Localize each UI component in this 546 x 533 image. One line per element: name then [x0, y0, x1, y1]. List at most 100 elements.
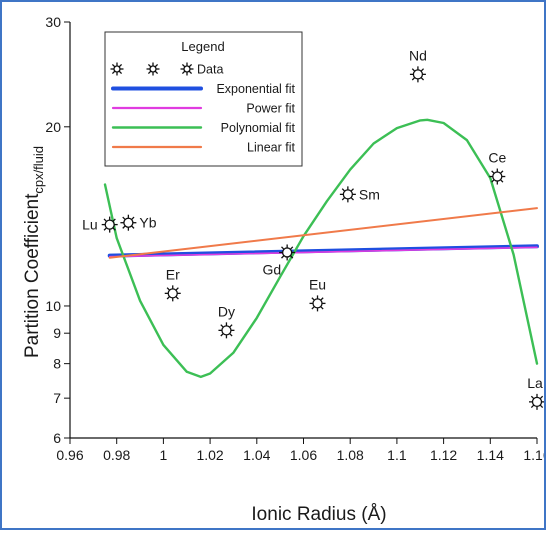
marker-ray [311, 306, 315, 310]
marker-ray [281, 255, 285, 259]
marker-circle [167, 288, 178, 299]
marker-ray [103, 227, 107, 231]
data-point-gd [279, 244, 296, 261]
marker-ray [311, 297, 315, 301]
legend-entry-power-fit: Power fit [246, 102, 295, 116]
x-tick-label: 1.08 [337, 447, 364, 463]
series-exponential-fit [107, 244, 539, 258]
marker-ray [188, 70, 193, 75]
y-tick-label: 30 [45, 14, 61, 30]
marker-ray [166, 296, 171, 300]
marker-ray [420, 77, 425, 81]
legend-entry-linear-fit: Linear fit [247, 141, 295, 155]
y-tick-label: 7 [53, 390, 61, 406]
marker-ray [175, 296, 179, 300]
data-point-eu [309, 295, 326, 312]
marker-ray [491, 170, 495, 174]
data-point-yb [120, 214, 137, 231]
marker-ray [229, 324, 233, 328]
marker-circle [113, 65, 121, 73]
marker-ray [491, 179, 495, 183]
y-tick-label: 20 [45, 119, 61, 135]
legend-entry-data: Data [197, 63, 223, 77]
data-label-sm: Sm [359, 186, 380, 202]
data-point-la [529, 393, 545, 410]
data-point-lu [101, 216, 118, 233]
marker-ray [350, 197, 354, 201]
marker-ray [220, 333, 224, 337]
marker-ray [320, 306, 324, 310]
marker-ray [420, 68, 425, 72]
marker-circle [342, 189, 354, 200]
legend-entry-exponential-fit: Exponential fit [216, 82, 295, 96]
series-power-fit [108, 246, 538, 258]
marker-ray [112, 218, 116, 222]
y-tick-label: 6 [53, 430, 61, 446]
marker-ray [122, 216, 126, 220]
marker-circle [282, 247, 293, 258]
marker-ray [289, 246, 294, 250]
marker-ray [220, 324, 224, 328]
marker-ray [166, 287, 171, 291]
marker-circle [104, 219, 115, 230]
marker-ray [122, 225, 126, 229]
data-label-ce: Ce [488, 150, 506, 166]
legend-entry-polynomial-fit: Polynomial fit [221, 121, 296, 135]
legend-box [104, 31, 303, 167]
x-tick-label: 0.96 [56, 447, 83, 463]
series-polynomial-fit [103, 118, 539, 379]
y-tick-label: 8 [53, 356, 61, 372]
marker-ray [175, 287, 179, 291]
data-label-er: Er [166, 266, 180, 282]
x-tick-label: 1.16 [523, 447, 544, 463]
marker-ray [118, 63, 123, 68]
x-tick-label: 1 [160, 447, 168, 463]
data-point-sm [339, 186, 356, 203]
marker-ray [131, 225, 135, 229]
marker-ray [341, 197, 346, 201]
marker-circle [492, 171, 503, 182]
legend-marker [180, 62, 194, 76]
y-axis-label: Partition Coefficientcpx/fluid [22, 146, 46, 358]
legend-marker [110, 62, 124, 76]
x-tick-label: 1.1 [387, 447, 407, 463]
marker-ray [539, 404, 544, 408]
data-label-yb: Yb [139, 215, 156, 231]
data-point-ce [489, 168, 506, 185]
data-point-nd [409, 66, 426, 83]
x-tick-label: 1.02 [196, 447, 223, 463]
marker-circle [183, 65, 191, 73]
legend-title: Legend [181, 39, 224, 54]
x-tick-label: 1.14 [477, 447, 504, 463]
data-point-dy [218, 322, 235, 339]
marker-ray [500, 170, 504, 174]
marker-ray [147, 63, 152, 68]
marker-circle [123, 217, 134, 228]
marker-ray [181, 70, 186, 75]
marker-ray [281, 246, 285, 250]
marker-circle [221, 325, 232, 336]
data-label-dy: Dy [218, 303, 235, 319]
marker-ray [289, 255, 294, 259]
marker-ray [118, 70, 123, 75]
x-tick-label: 1.12 [430, 447, 457, 463]
chart-svg: 0.96 0.98 1 1.02 1.04 1.06 1.08 1.1 1.12 1.14 1.1 6… [22, 14, 546, 525]
marker-ray [530, 404, 535, 408]
marker-ray [411, 77, 416, 81]
data-label-lu: Lu [82, 217, 98, 233]
marker-ray [411, 68, 416, 72]
x-tick-label: 0.98 [103, 447, 130, 463]
marker-ray [147, 70, 152, 75]
marker-ray [181, 63, 186, 68]
marker-circle [531, 396, 543, 408]
series-linear-fit [108, 207, 538, 259]
marker-ray [111, 63, 116, 68]
marker-circle [312, 298, 323, 309]
x-tick-label: 1.06 [290, 447, 317, 463]
marker-ray [112, 227, 116, 231]
marker-ray [530, 395, 535, 400]
marker-ray [154, 70, 159, 75]
marker-ray [539, 395, 544, 400]
marker-ray [103, 218, 107, 222]
